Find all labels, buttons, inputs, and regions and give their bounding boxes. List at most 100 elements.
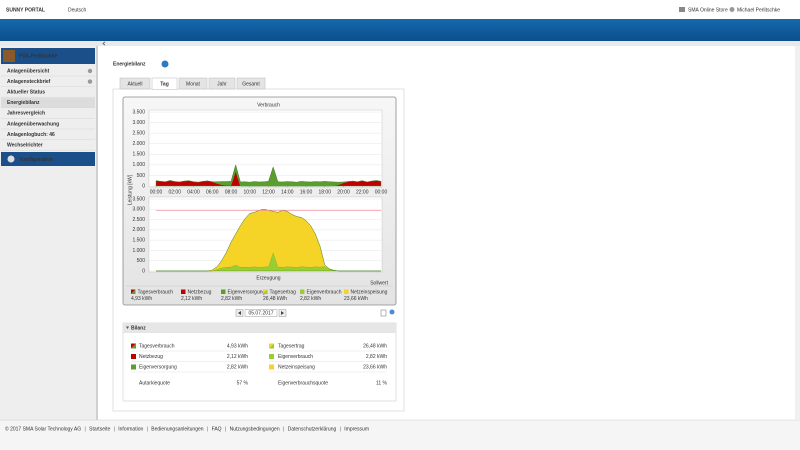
collapse-button[interactable] <box>102 41 106 46</box>
cart-icon <box>679 7 685 12</box>
config-label[interactable]: Konfiguration <box>20 157 53 163</box>
legend-value: 2,12 kWh <box>181 296 202 302</box>
info-icon[interactable] <box>389 309 395 315</box>
legend-value: 4,93 kWh <box>131 296 152 302</box>
tab-label[interactable]: Jahr <box>217 81 227 87</box>
tab[interactable] <box>119 77 151 90</box>
x-tick-label: 00:00 <box>150 189 163 195</box>
bilanz-value: 2,82 kWh <box>366 354 387 360</box>
store-link[interactable]: SMA Online Store <box>688 7 728 13</box>
sub-bar <box>0 41 800 46</box>
scrollbar[interactable] <box>795 46 800 420</box>
legend-name: Eigenverbrauch <box>307 289 342 295</box>
legend-swatch <box>269 354 274 359</box>
y-tick-label: 2.000 <box>132 141 145 147</box>
plant-name[interactable]: PVA-Perlitschke <box>19 53 57 59</box>
x-tick-label: 00:00 <box>375 189 388 195</box>
menu-icon <box>87 68 93 74</box>
footer-link[interactable]: Startseite <box>89 426 110 432</box>
tab[interactable] <box>236 77 266 90</box>
footer-link[interactable]: Datenschutzerklärung <box>288 426 337 432</box>
menu-item[interactable]: Wechselrichter <box>7 143 43 149</box>
date-value[interactable]: 05.07.2017 <box>248 311 273 317</box>
bilanz-name: Eigenversorgung <box>139 364 177 370</box>
x-tick-label: 16:00 <box>300 189 313 195</box>
plot-area <box>148 109 383 188</box>
x-tick-label: 18:00 <box>318 189 331 195</box>
legend-name: Tagesverbrauch <box>138 289 174 295</box>
y-tick-label: 2.500 <box>132 217 145 223</box>
print-icon[interactable] <box>380 309 387 317</box>
config-icon <box>7 155 15 163</box>
area <box>156 251 381 272</box>
y-tick-label: 500 <box>137 173 146 179</box>
y-tick-label: 500 <box>137 258 146 264</box>
x-tick-label: 20:00 <box>337 189 350 195</box>
footer <box>0 420 800 450</box>
bilanz-quote-name: Autarkiequote <box>139 380 170 386</box>
legend-value: 23,66 kWh <box>344 296 368 302</box>
bilanz-toggle[interactable] <box>126 326 129 330</box>
bilanz-name: Netzeinspeisung <box>278 364 315 370</box>
user-menu[interactable]: Michael Perlitschke <box>737 7 780 13</box>
menu-item[interactable]: Anlagenüberwachung <box>7 121 59 127</box>
bilanz-name: Netzbezug <box>139 354 163 360</box>
menu-item[interactable]: Energiebilanz <box>7 100 40 106</box>
y-tick-label: 3.500 <box>132 196 145 202</box>
legend-value: 26,48 kWh <box>263 296 287 302</box>
bilanz-title[interactable]: Bilanz <box>131 325 146 331</box>
area <box>156 209 381 271</box>
brand[interactable]: SUNNY PORTAL <box>6 7 45 13</box>
bilanz-panel <box>122 322 397 402</box>
x-tick-label: 10:00 <box>243 189 256 195</box>
x-tick-label: 06:00 <box>206 189 219 195</box>
tab[interactable] <box>151 77 178 90</box>
y-tick-label: 3.500 <box>132 109 145 115</box>
bilanz-name: Tagesertrag <box>278 343 305 349</box>
menu-item[interactable]: Anlagenübersicht <box>7 68 50 74</box>
menu-item[interactable]: Anlagenlogbuch: 46 <box>7 132 55 138</box>
tab-label[interactable]: Gesamt <box>242 81 260 87</box>
x-tick-label: 22:00 <box>356 189 369 195</box>
legend-swatch <box>131 354 136 359</box>
date-field[interactable] <box>244 309 278 317</box>
legend-name: Netzbezug <box>188 289 212 295</box>
tab-label[interactable]: Aktuell <box>127 81 142 87</box>
tab[interactable] <box>208 77 236 90</box>
language-select[interactable]: Deutsch <box>68 7 87 13</box>
footer-link[interactable]: Impressum <box>344 426 369 432</box>
user-icon <box>729 7 735 12</box>
bilanz-value: 23,66 kWh <box>363 364 387 370</box>
x-tick-label: 14:00 <box>281 189 294 195</box>
y-axis-label: Leistung [kW] <box>127 174 133 205</box>
help-icon[interactable] <box>161 60 169 68</box>
legend-swatch <box>263 289 268 294</box>
menu-item[interactable]: Jahresvergleich <box>7 111 45 117</box>
footer-link[interactable]: Bedienungsanleitungen <box>151 426 203 432</box>
plant-header[interactable] <box>1 48 95 64</box>
menu-item[interactable]: Anlagensteckbrief <box>7 79 51 85</box>
bilanz-value: 2,82 kWh <box>227 364 248 370</box>
tab-label[interactable]: Monat <box>186 81 201 87</box>
chart-title: Verbrauch <box>257 102 280 108</box>
footer-link[interactable]: FAQ <box>212 426 222 432</box>
y-tick-label: 1.000 <box>132 248 145 254</box>
tab[interactable] <box>178 77 208 90</box>
config-header[interactable] <box>1 152 95 166</box>
footer-link: © 2017 SMA Solar Technology AG <box>5 425 81 432</box>
bilanz-header[interactable] <box>123 323 396 333</box>
legend-value: 2,82 kWh <box>221 296 242 302</box>
sidebar <box>0 46 96 420</box>
menu-icon <box>87 79 93 84</box>
menu-item[interactable]: Aktueller Status <box>7 90 45 96</box>
tab-label[interactable]: Tag <box>160 81 169 87</box>
footer-link[interactable]: Nutzungsbedingungen <box>230 426 280 432</box>
legend-value: 2,82 kWh <box>300 296 321 302</box>
footer-link[interactable]: Information <box>118 426 143 432</box>
y-tick-label: 1.500 <box>132 237 145 243</box>
legend-swatch <box>131 343 136 349</box>
y-tick-label: 0 <box>142 268 145 274</box>
legend-name: Tagesertrag <box>270 289 297 295</box>
plant-image <box>3 50 15 62</box>
